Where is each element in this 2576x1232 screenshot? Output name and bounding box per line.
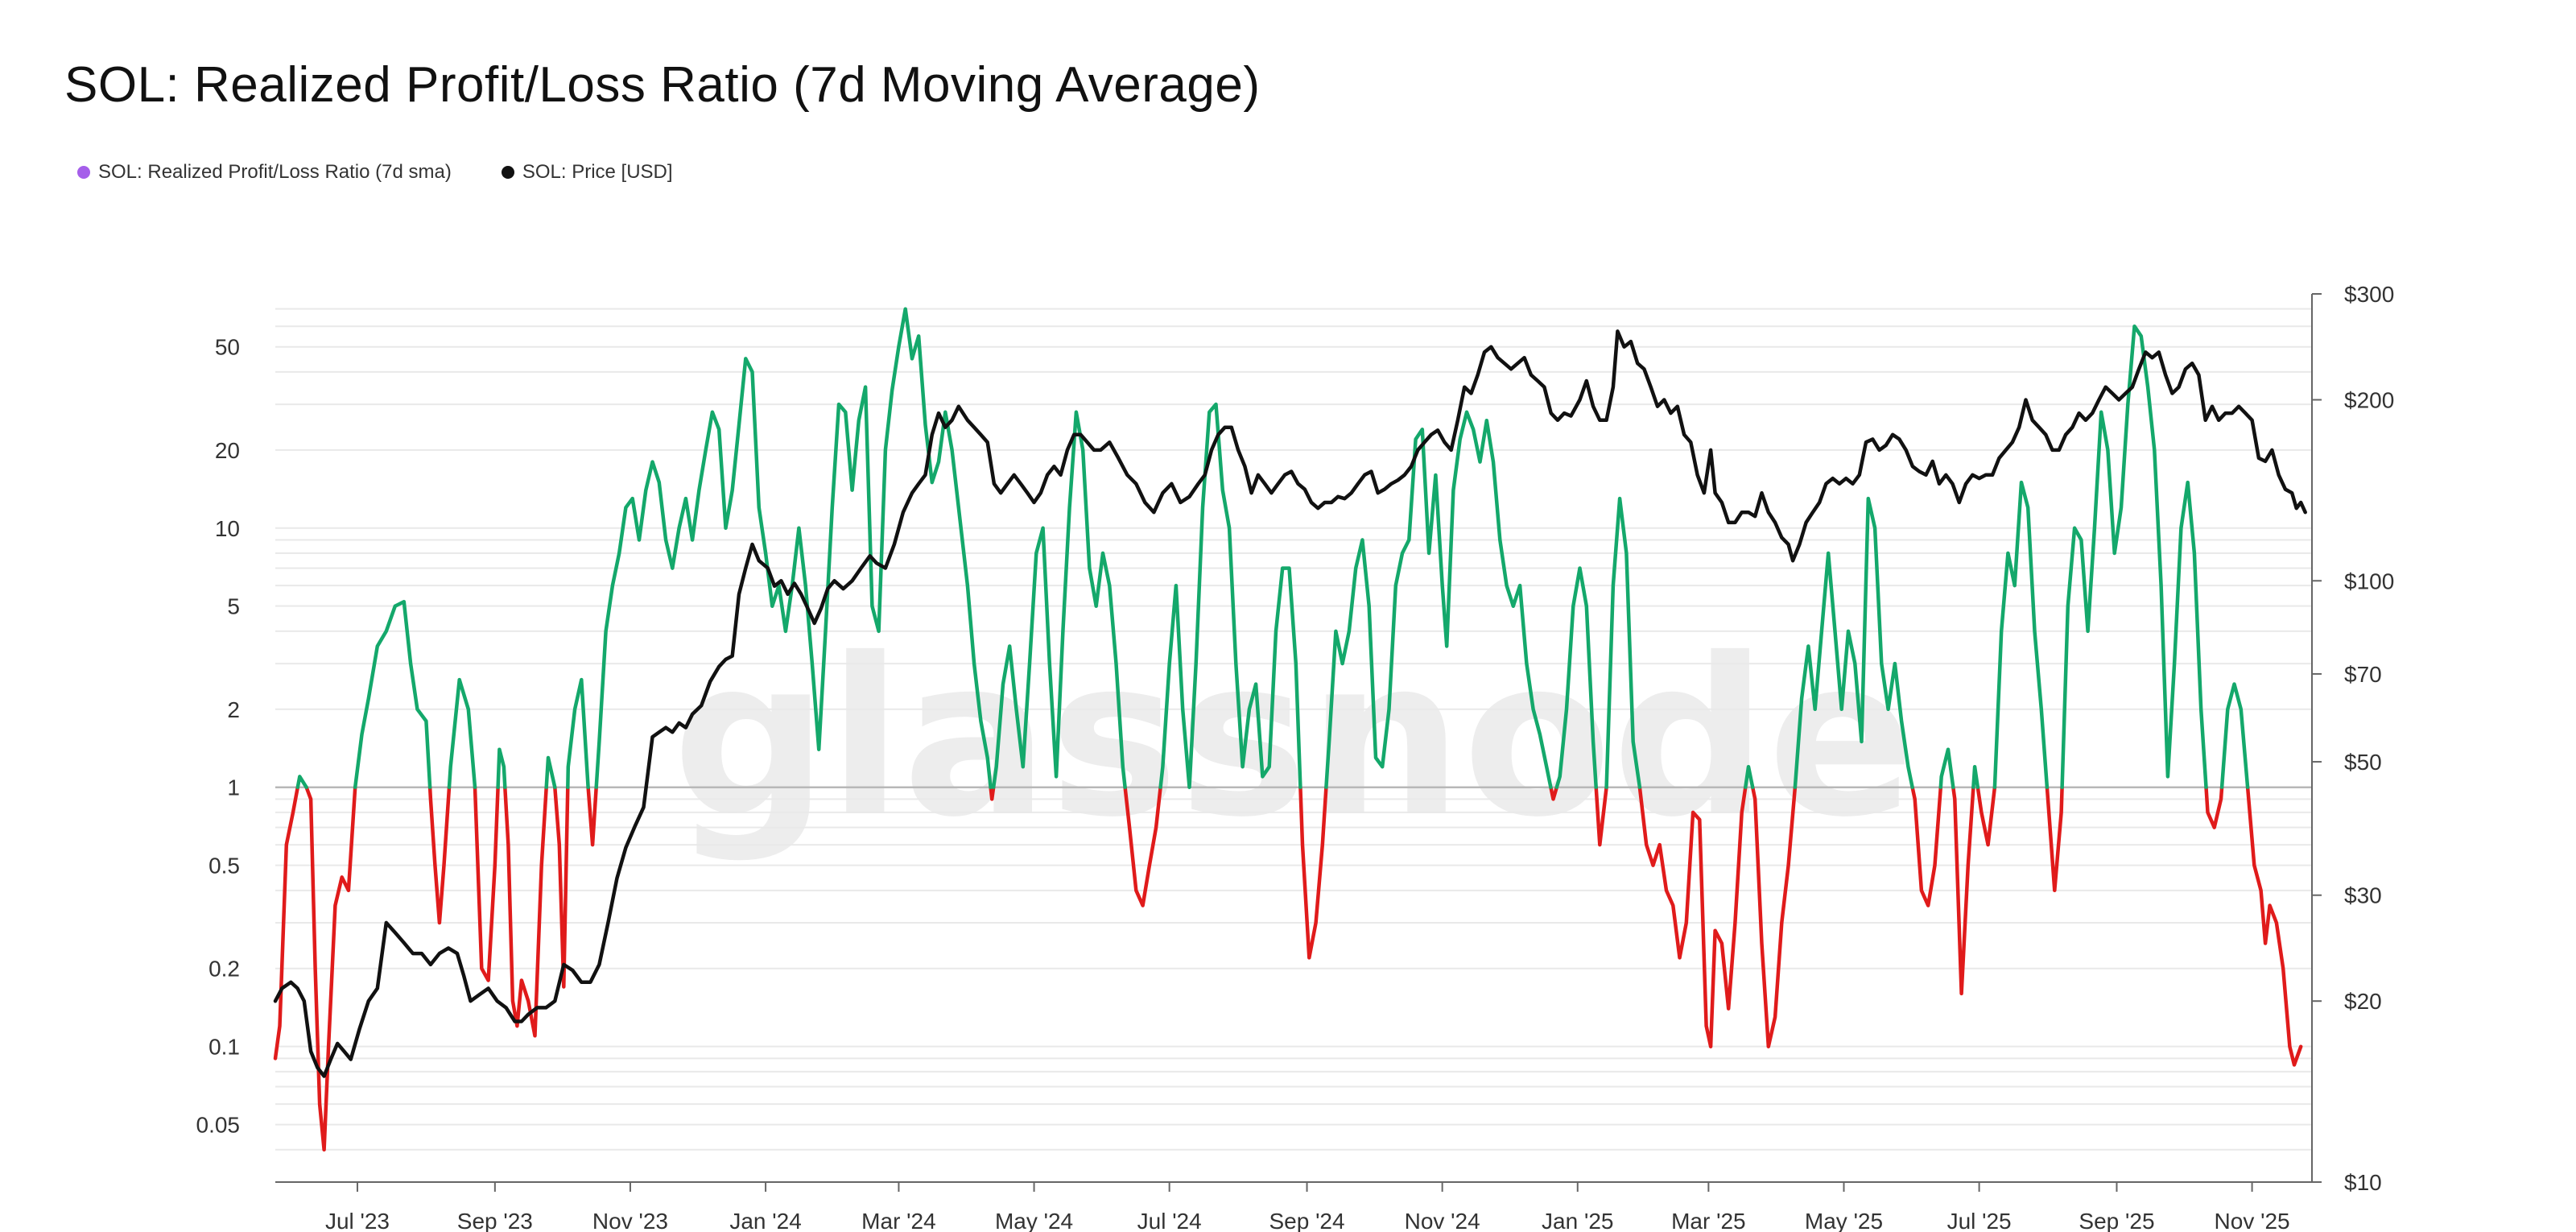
legend-dot-price	[501, 166, 514, 179]
chart-title: SOL: Realized Profit/Loss Ratio (7d Movi…	[64, 57, 1261, 113]
x-tick-label: Mar '25	[1671, 1209, 1746, 1232]
x-tick-label: Sep '25	[2079, 1209, 2154, 1232]
x-tick-label: Sep '24	[1269, 1209, 1344, 1232]
x-tick-label: Jul '24	[1137, 1209, 1202, 1232]
x-tick-label: Mar '24	[861, 1209, 936, 1232]
y-left-tick-label: 0.5	[208, 854, 240, 879]
y-right-tick-label: $50	[2344, 750, 2382, 775]
x-tick-label: May '25	[1805, 1209, 1883, 1232]
y-right-tick-label: $10	[2344, 1170, 2382, 1195]
price-line	[273, 329, 2307, 1078]
y-left-tick-label: 10	[215, 516, 240, 541]
y-left-tick-label: 1	[227, 775, 240, 800]
x-tick-label: Jan '25	[1542, 1209, 1613, 1232]
legend-label-price: SOL: Price [USD]	[522, 161, 673, 183]
ratio-line-profit	[295, 307, 2250, 789]
x-tick-label: Nov '24	[1405, 1209, 1480, 1232]
y-right-tick-label: $20	[2344, 989, 2382, 1014]
y-right-tick-label: $70	[2344, 662, 2382, 687]
y-right-tick-label: $200	[2344, 387, 2394, 412]
y-left-tick-label: 50	[215, 335, 240, 360]
legend-dot-ratio	[77, 166, 90, 179]
legend: SOL: Realized Profit/Loss Ratio (7d sma)…	[77, 161, 673, 184]
x-tick-label: Nov '25	[2215, 1209, 2290, 1232]
x-tick-label: Sep '23	[457, 1209, 533, 1232]
x-tick-label: Jan '24	[729, 1209, 801, 1232]
ratio-line-loss	[273, 785, 2303, 1152]
y-left-tick-label: 5	[227, 594, 240, 619]
legend-item-ratio[interactable]: SOL: Realized Profit/Loss Ratio (7d sma)	[77, 161, 452, 184]
legend-label-ratio: SOL: Realized Profit/Loss Ratio (7d sma)	[98, 161, 452, 183]
y-left-tick-label: 0.2	[208, 957, 240, 982]
y-right-tick-label: $100	[2344, 568, 2394, 593]
x-tick-label: Nov '23	[592, 1209, 668, 1232]
x-tick-label: May '24	[995, 1209, 1073, 1232]
y-right-tick-label: $300	[2344, 282, 2394, 307]
y-left-tick-label: 20	[215, 438, 240, 463]
y-right-tick-label: $30	[2344, 883, 2382, 908]
y-left-tick-label: 2	[227, 697, 240, 722]
y-left-tick-label: 0.1	[208, 1035, 240, 1060]
x-tick-label: Jul '23	[325, 1209, 390, 1232]
y-left-tick-label: 0.05	[196, 1113, 241, 1138]
legend-item-price[interactable]: SOL: Price [USD]	[501, 161, 673, 184]
x-tick-label: Jul '25	[1947, 1209, 2012, 1232]
